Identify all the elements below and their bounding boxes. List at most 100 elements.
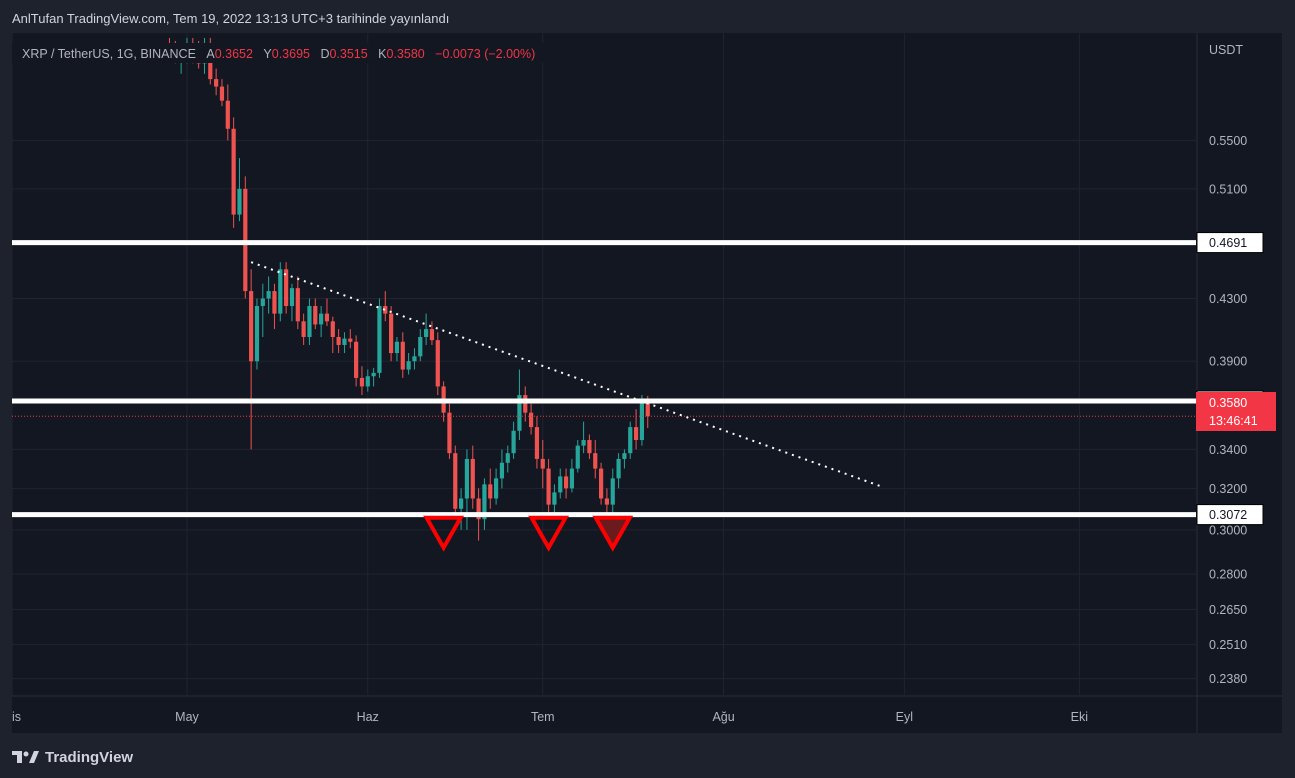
candle-body: [412, 356, 417, 362]
candle-body: [616, 458, 621, 479]
legend-close-label: K: [378, 47, 387, 61]
x-tick-label: Tem: [531, 710, 555, 724]
candle-body: [243, 188, 248, 292]
candle-body: [476, 498, 481, 520]
candle-body: [260, 298, 265, 307]
candle-body: [604, 498, 610, 505]
candle-body: [301, 321, 306, 337]
trendline[interactable]: [250, 261, 882, 488]
candle-body: [563, 476, 569, 489]
candle-body: [429, 329, 435, 341]
candle-body: [313, 306, 318, 325]
y-tick-label: 0.3200: [1209, 482, 1247, 496]
candle-body: [639, 403, 645, 441]
candle-body: [400, 341, 405, 370]
candle-body: [470, 458, 475, 499]
candle-body: [219, 86, 225, 101]
legend-high-label: Y: [263, 47, 272, 61]
level-price-label: 0.3072: [1209, 508, 1247, 522]
candle-body: [348, 338, 353, 342]
candle-body: [575, 445, 580, 469]
candle-body: [389, 313, 394, 354]
candle-body: [394, 341, 400, 354]
candle-body: [354, 341, 359, 378]
grid-lines: [12, 33, 1282, 733]
x-tick-label: Nis: [12, 710, 21, 724]
candle-body: [272, 291, 277, 314]
legend: XRP / TetherUS, 1G, BINANCE A0.3652 Y0.3…: [12, 43, 600, 63]
candle-body: [569, 468, 575, 489]
y-tick-label: 0.2800: [1209, 568, 1247, 582]
legend-low-label: D: [320, 47, 329, 61]
candle-body: [424, 329, 429, 337]
candle-body: [289, 288, 295, 307]
candle-body: [383, 306, 388, 314]
candle-body: [365, 376, 370, 387]
bottom-markers[interactable]: [423, 515, 634, 552]
price-tag-bg: [1196, 392, 1276, 431]
tradingview-logo-icon: [12, 751, 39, 763]
candle-body: [622, 453, 627, 459]
legend-high-value: 0.3695: [272, 47, 310, 61]
candle-body: [324, 313, 330, 322]
candle-body: [435, 340, 440, 387]
y-tick-label: 0.3900: [1209, 355, 1247, 369]
y-axis-labels: 0.5500 0.5100 0.4300 0.3900 0.3400 0.3200 0.30…: [1209, 134, 1247, 686]
legend-bg: [12, 43, 600, 63]
chart-panel[interactable]: Nis May Haz Tem Ağu Eyl Eki 0.5500 0.5100 0.4300…: [12, 33, 1282, 733]
candle-body: [453, 453, 458, 509]
footer[interactable]: TradingView: [12, 746, 133, 768]
candle-body: [231, 128, 236, 215]
candle-body: [488, 484, 493, 499]
candle-body: [237, 188, 242, 215]
y-tick-label: 0.2510: [1209, 638, 1247, 652]
legend-low-value: 0.3515: [329, 47, 367, 61]
legend-symbol: XRP / TetherUS, 1G, BINANCE: [22, 47, 196, 61]
candle-body: [499, 462, 505, 479]
y-axis-unit: USDT: [1209, 43, 1243, 57]
candle-body: [295, 288, 300, 322]
candle-body: [377, 306, 382, 373]
x-tick-label: Ağu: [712, 710, 734, 724]
legend-open-value: 0.3652: [215, 47, 253, 61]
triangle-down-marker: [528, 515, 570, 552]
candle-body: [528, 412, 534, 428]
triangle-down-marker: [592, 515, 634, 552]
footer-brand: TradingView: [45, 748, 134, 766]
price-tag-value: 0.3580: [1209, 396, 1247, 410]
candle-body: [593, 453, 598, 469]
candle-body: [447, 412, 452, 454]
candle-body: [517, 395, 522, 431]
legend-change: −0.0073 (−2.00%): [435, 47, 535, 61]
legend-close-value: 0.3580: [387, 47, 425, 61]
candle-body: [540, 458, 545, 469]
price-tag-countdown: 13:46:41: [1209, 414, 1258, 428]
y-tick-label: 0.3400: [1209, 443, 1247, 457]
candle-body: [464, 458, 470, 499]
candle-body: [342, 338, 347, 345]
candle-body: [581, 440, 586, 446]
candles: [167, 37, 650, 541]
x-tick-label: Eyl: [896, 710, 913, 724]
level-price-label: 0.4691: [1209, 236, 1247, 250]
candle-body: [505, 453, 510, 463]
candle-body: [598, 468, 604, 499]
y-tick-label: 0.5500: [1209, 134, 1247, 148]
candle-body: [523, 395, 528, 413]
legend-text: XRP / TetherUS, 1G, BINANCE A0.3652 Y0.3…: [22, 45, 535, 62]
candle-body: [633, 427, 639, 441]
candle-body: [284, 269, 289, 307]
candlestick-chart[interactable]: Nis May Haz Tem Ağu Eyl Eki 0.5500 0.5100 0.4300…: [12, 33, 1282, 733]
y-tick-label: 0.3000: [1209, 523, 1247, 537]
y-tick-label: 0.2380: [1209, 672, 1247, 686]
x-tick-label: May: [175, 710, 199, 724]
publish-header: AnlTufan TradingView.com, Tem 19, 2022 1…: [12, 11, 450, 26]
x-tick-label: Eki: [1071, 710, 1088, 724]
candle-body: [214, 79, 219, 87]
candle-body: [319, 313, 324, 325]
current-price-tag: 0.3580 13:46:41: [1196, 392, 1276, 431]
triangle-down-marker: [423, 515, 465, 552]
y-tick-label: 0.2650: [1209, 603, 1247, 617]
candle-body: [249, 291, 254, 362]
